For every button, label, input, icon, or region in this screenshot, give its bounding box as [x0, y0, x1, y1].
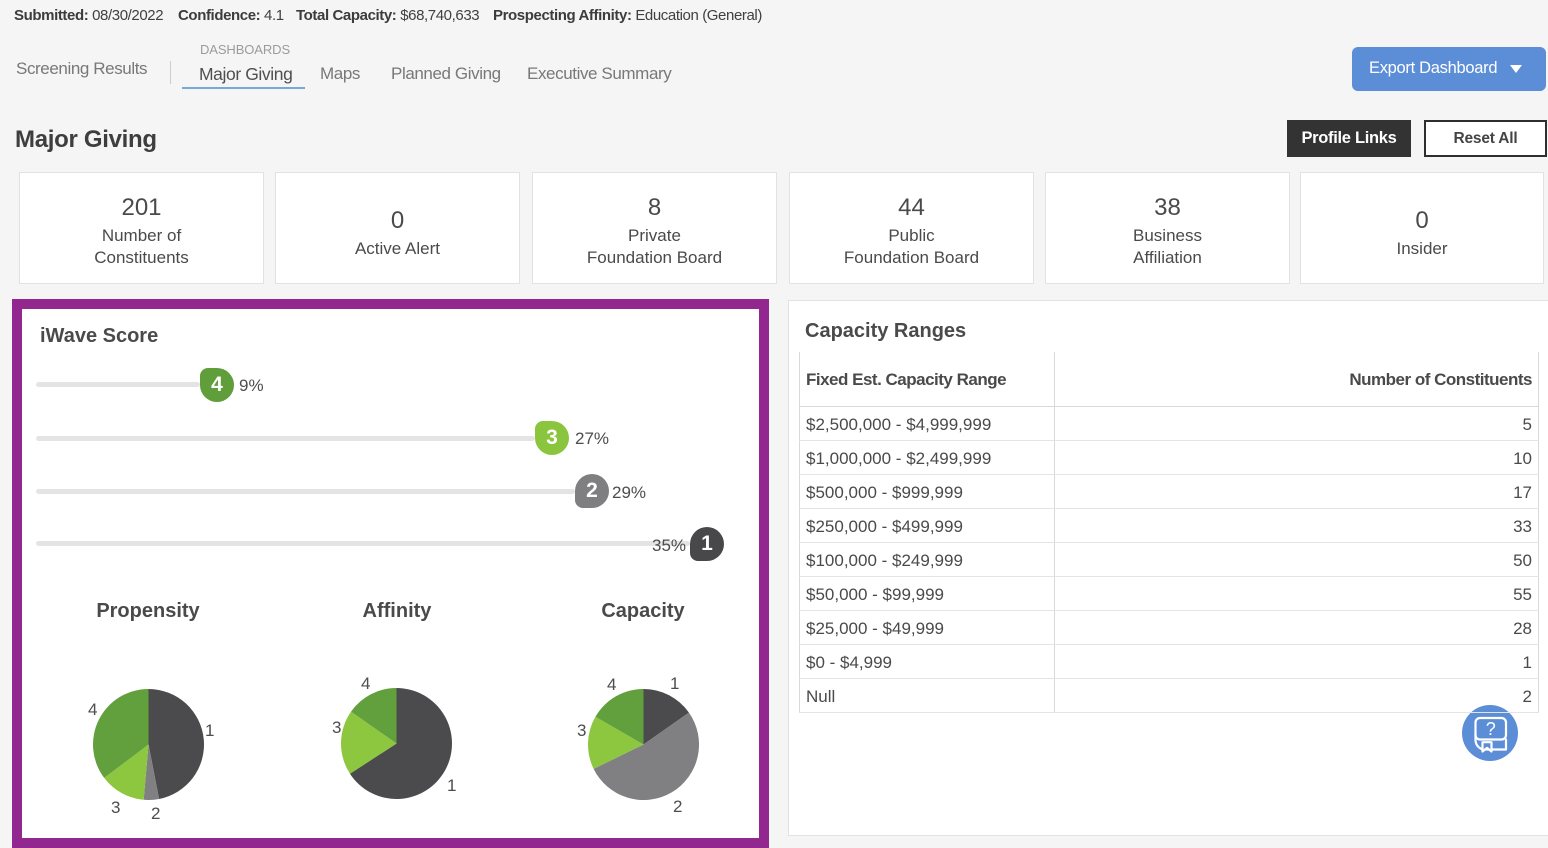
svg-text:?: ? [1486, 719, 1496, 739]
